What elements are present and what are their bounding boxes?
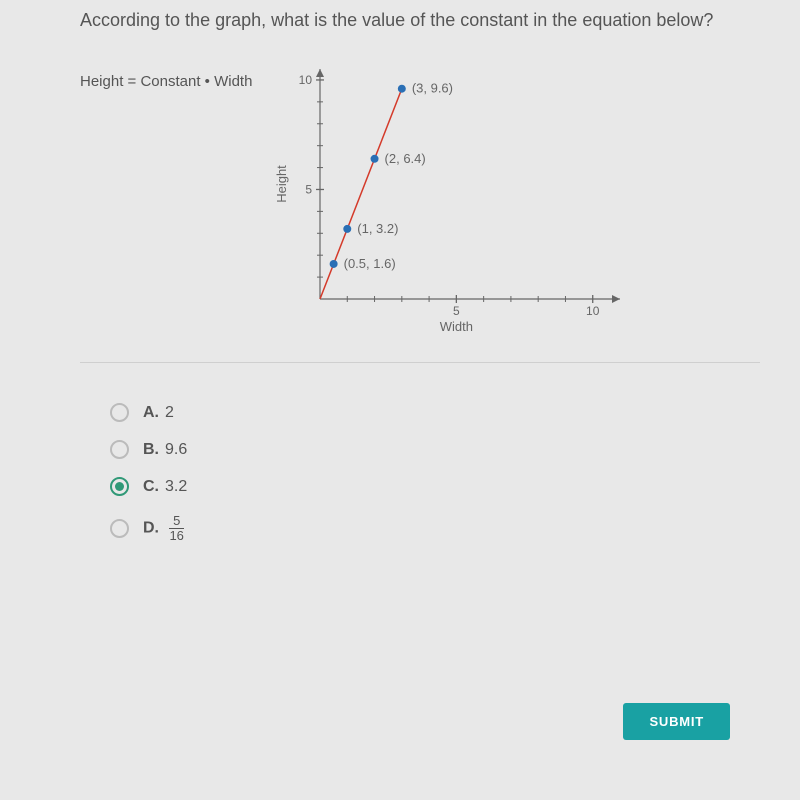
submit-button[interactable]: SUBMIT	[623, 703, 730, 740]
option-a[interactable]: A. 2	[110, 403, 760, 422]
svg-text:5: 5	[306, 183, 313, 197]
option-b[interactable]: B. 9.6	[110, 440, 760, 459]
option-b-letter: B.	[143, 441, 159, 458]
option-c-value: 3.2	[165, 478, 187, 495]
svg-text:(3, 9.6): (3, 9.6)	[412, 81, 453, 96]
radio-d[interactable]	[110, 519, 129, 538]
section-divider	[80, 362, 760, 363]
svg-text:10: 10	[299, 73, 313, 87]
svg-text:10: 10	[586, 304, 600, 318]
svg-text:5: 5	[453, 304, 460, 318]
fraction-icon: 5 16	[169, 514, 183, 542]
svg-text:(1, 3.2): (1, 3.2)	[358, 221, 399, 236]
fraction-num: 5	[173, 514, 180, 528]
option-d[interactable]: D. 5 16	[110, 514, 760, 542]
svg-text:(2, 6.4): (2, 6.4)	[385, 151, 426, 166]
radio-a[interactable]	[110, 403, 129, 422]
option-c[interactable]: C. 3.2	[110, 477, 760, 496]
option-d-value: 5 16	[169, 520, 183, 537]
answer-options: A. 2 B. 9.6 C. 3.2 D. 5 16	[110, 403, 760, 542]
svg-text:Height: Height	[274, 165, 289, 203]
option-b-value: 9.6	[165, 441, 187, 458]
radio-c[interactable]	[110, 477, 129, 496]
option-a-value: 2	[165, 404, 174, 421]
content-row: Height = Constant • Width 5 10 5 10 Width Hei…	[80, 59, 760, 344]
option-a-letter: A.	[143, 404, 159, 421]
svg-text:Width: Width	[440, 319, 473, 334]
radio-b[interactable]	[110, 440, 129, 459]
svg-text:(0.5, 1.6): (0.5, 1.6)	[344, 256, 396, 271]
option-d-letter: D.	[143, 520, 159, 537]
chart-svg: 5 10 5 10 Width Height (0.5, 1.6) (1, 3.2) (2, 6…	[270, 59, 630, 339]
equation: Height = Constant • Width	[80, 73, 252, 90]
graph: 5 10 5 10 Width Height (0.5, 1.6) (1, 3.2) (2, 6…	[270, 59, 630, 344]
option-c-letter: C.	[143, 478, 159, 495]
fraction-den: 16	[169, 528, 183, 543]
question-text: According to the graph, what is the valu…	[80, 8, 760, 33]
